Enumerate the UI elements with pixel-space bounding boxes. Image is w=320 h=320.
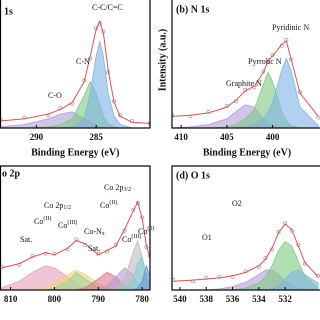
peak-label-part: 1/2 [63,205,71,211]
peak-label-part: Sat. [20,235,32,244]
peak-label: O2 [232,199,242,208]
peak-label-part: (0) [147,225,154,232]
x-tick-label: 534 [252,294,266,304]
peak-label-part: (III) [131,233,141,240]
peak-label: Co(0) [138,225,154,235]
peak-label-part: x [102,231,105,237]
peak-label-part: Graphite N [226,79,262,88]
peak-label-part: Co [100,201,109,210]
x-axis-label: Binding Energy (eV) [31,147,119,158]
peak-label-part: (II) [43,215,51,222]
peak-label-part: Co 2p [104,183,123,192]
fit-envelope [1,200,150,269]
plot [0,200,150,290]
peak-label-part: Co [58,221,67,230]
raw-point [316,115,320,120]
peak-label: Co-Nx [84,227,105,238]
peak-label: Co 2p3/2 [104,183,131,194]
x-tick-label: 400 [266,132,280,142]
peak-label: Co(II) [34,215,51,225]
fit-envelope [0,19,150,124]
fit-peak [0,40,150,128]
peak-label: C-N [76,57,90,66]
peak-label: Sat. [20,235,32,244]
x-tick-label: 540 [173,294,187,304]
peak-label: Co(III) [58,219,77,229]
peak-label: Co(II) [100,199,117,209]
peak-label: Sat. [88,244,100,253]
fit-peak [173,269,319,290]
peak-label-part: Pyridinic N [272,23,309,32]
plot [172,37,320,128]
peak-label-part: C-N [76,57,90,66]
panel-title: (d) O 1s [176,170,210,181]
peak-label: Co 2p1/2 [44,201,71,212]
x-tick-label: 790 [92,294,106,304]
peak-label-part: Co [138,227,147,236]
plot-frame [171,165,320,291]
x-tick-label: 410 [174,132,188,142]
peak-label: C-O [48,91,62,100]
peak-label-part: Co [122,235,131,244]
x-tick-label: 810 [4,294,18,304]
peak-label-part: C-C/C=C [92,3,123,12]
x-tick-label: 538 [199,294,213,304]
x-tick-label: 800 [48,294,62,304]
fit-peak [0,80,150,128]
x-tick-label: 780 [135,294,149,304]
fit-peak [1,264,150,290]
plot [172,220,320,290]
peak-label: C-C/C=C [92,3,123,12]
peak-label: Graphite N [226,79,262,88]
fit-envelope [173,223,319,282]
peak-label: Co(III) [122,233,141,243]
plot-frame [0,0,151,129]
x-tick-label: 532 [278,294,292,304]
plot-frame [171,0,320,129]
peak-label-part: Sat. [88,244,100,253]
plot [0,19,150,128]
panel-title: (b) N 1s [176,4,209,15]
x-tick-label: 405 [220,132,234,142]
x-axis-label: Binding Energy (eV) [203,147,291,158]
peak-label-part: O1 [202,233,212,242]
peak-label-part: C-O [48,91,62,100]
panel-title: 1s [4,6,13,17]
peak-label-part: (III) [67,219,77,226]
peak-label-part: Co [34,217,43,226]
fit-peak [172,57,319,128]
raw-point [0,117,3,122]
peak-label-part: Pyrrolic N [248,57,282,66]
raw-point [172,278,176,283]
x-tick-label: 536 [226,294,240,304]
peak-label-part: Co 2p [44,201,63,210]
x-tick-label: 290 [30,132,44,142]
peak-label-part: Co-N [84,227,102,236]
peak-label: O1 [202,233,212,242]
peak-label-part: (II) [109,199,117,206]
fit-peak [1,265,150,290]
plot-frame [0,165,151,291]
raw-point [172,113,174,118]
peak-label: Pyridinic N [272,23,309,32]
peak-label-part: O2 [232,199,242,208]
raw-point [0,264,4,269]
x-tick-label: 285 [89,132,103,142]
y-axis-label: Intensity (a.u.) [157,29,168,92]
peak-label: Pyrrolic N [248,57,282,66]
peak-label-part: 3/2 [123,187,131,193]
panel-title: o 2p [2,168,21,179]
fit-envelope [172,40,319,117]
